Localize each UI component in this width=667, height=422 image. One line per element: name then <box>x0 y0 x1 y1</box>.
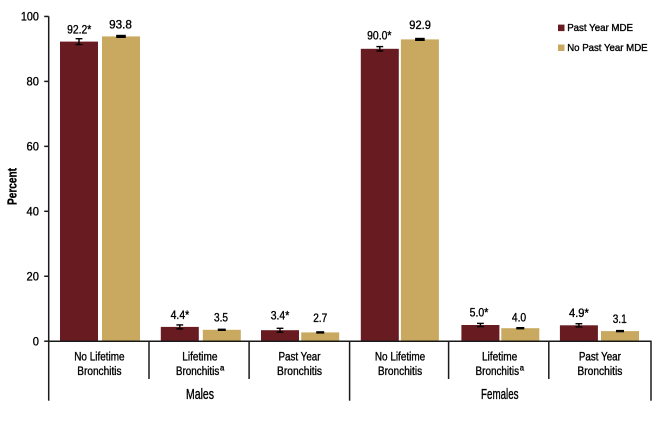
svg-text:4.0: 4.0 <box>512 310 526 324</box>
svg-text:92.2*: 92.2* <box>67 23 91 37</box>
svg-text:No Lifetime: No Lifetime <box>375 350 425 364</box>
svg-text:2.7: 2.7 <box>313 311 327 325</box>
svg-text:3.5: 3.5 <box>214 310 228 324</box>
svg-text:Males: Males <box>186 386 214 403</box>
svg-text:40: 40 <box>27 205 40 219</box>
svg-text:Bronchitis: Bronchitis <box>77 364 121 378</box>
svg-text:4.9*: 4.9* <box>569 306 589 320</box>
svg-text:100: 100 <box>21 10 39 24</box>
svg-text:3.1: 3.1 <box>613 312 627 326</box>
svg-text:Past Year: Past Year <box>279 350 321 364</box>
svg-text:3.4*: 3.4* <box>271 308 290 322</box>
svg-text:Past Year MDE: Past Year MDE <box>567 23 633 34</box>
svg-text:No Lifetime: No Lifetime <box>74 350 124 364</box>
svg-text:Bronchitis: Bronchitis <box>378 364 422 378</box>
svg-text:5.0*: 5.0* <box>470 305 489 319</box>
svg-text:Bronchitis: Bronchitis <box>176 364 220 378</box>
svg-text:4.4*: 4.4* <box>171 308 190 322</box>
svg-text:Bronchitis: Bronchitis <box>277 364 322 378</box>
svg-text:Bronchitis: Bronchitis <box>577 364 622 378</box>
svg-text:Past Year: Past Year <box>579 350 621 364</box>
svg-text:Lifetime: Lifetime <box>182 350 217 364</box>
svg-text:20: 20 <box>27 269 40 283</box>
svg-text:Lifetime: Lifetime <box>482 350 517 364</box>
svg-text:60: 60 <box>27 140 40 154</box>
svg-text:a: a <box>220 363 225 373</box>
svg-text:0: 0 <box>33 334 39 348</box>
svg-text:92.9: 92.9 <box>409 18 431 32</box>
svg-text:90.0*: 90.0* <box>367 29 391 43</box>
svg-text:80: 80 <box>27 75 40 89</box>
svg-text:Females: Females <box>481 386 519 403</box>
svg-text:Bronchitis: Bronchitis <box>476 364 520 378</box>
svg-text:No Past Year MDE: No Past Year MDE <box>567 43 648 54</box>
svg-text:a: a <box>520 363 525 373</box>
svg-text:Percent: Percent <box>4 167 19 205</box>
svg-text:93.8: 93.8 <box>109 18 132 32</box>
